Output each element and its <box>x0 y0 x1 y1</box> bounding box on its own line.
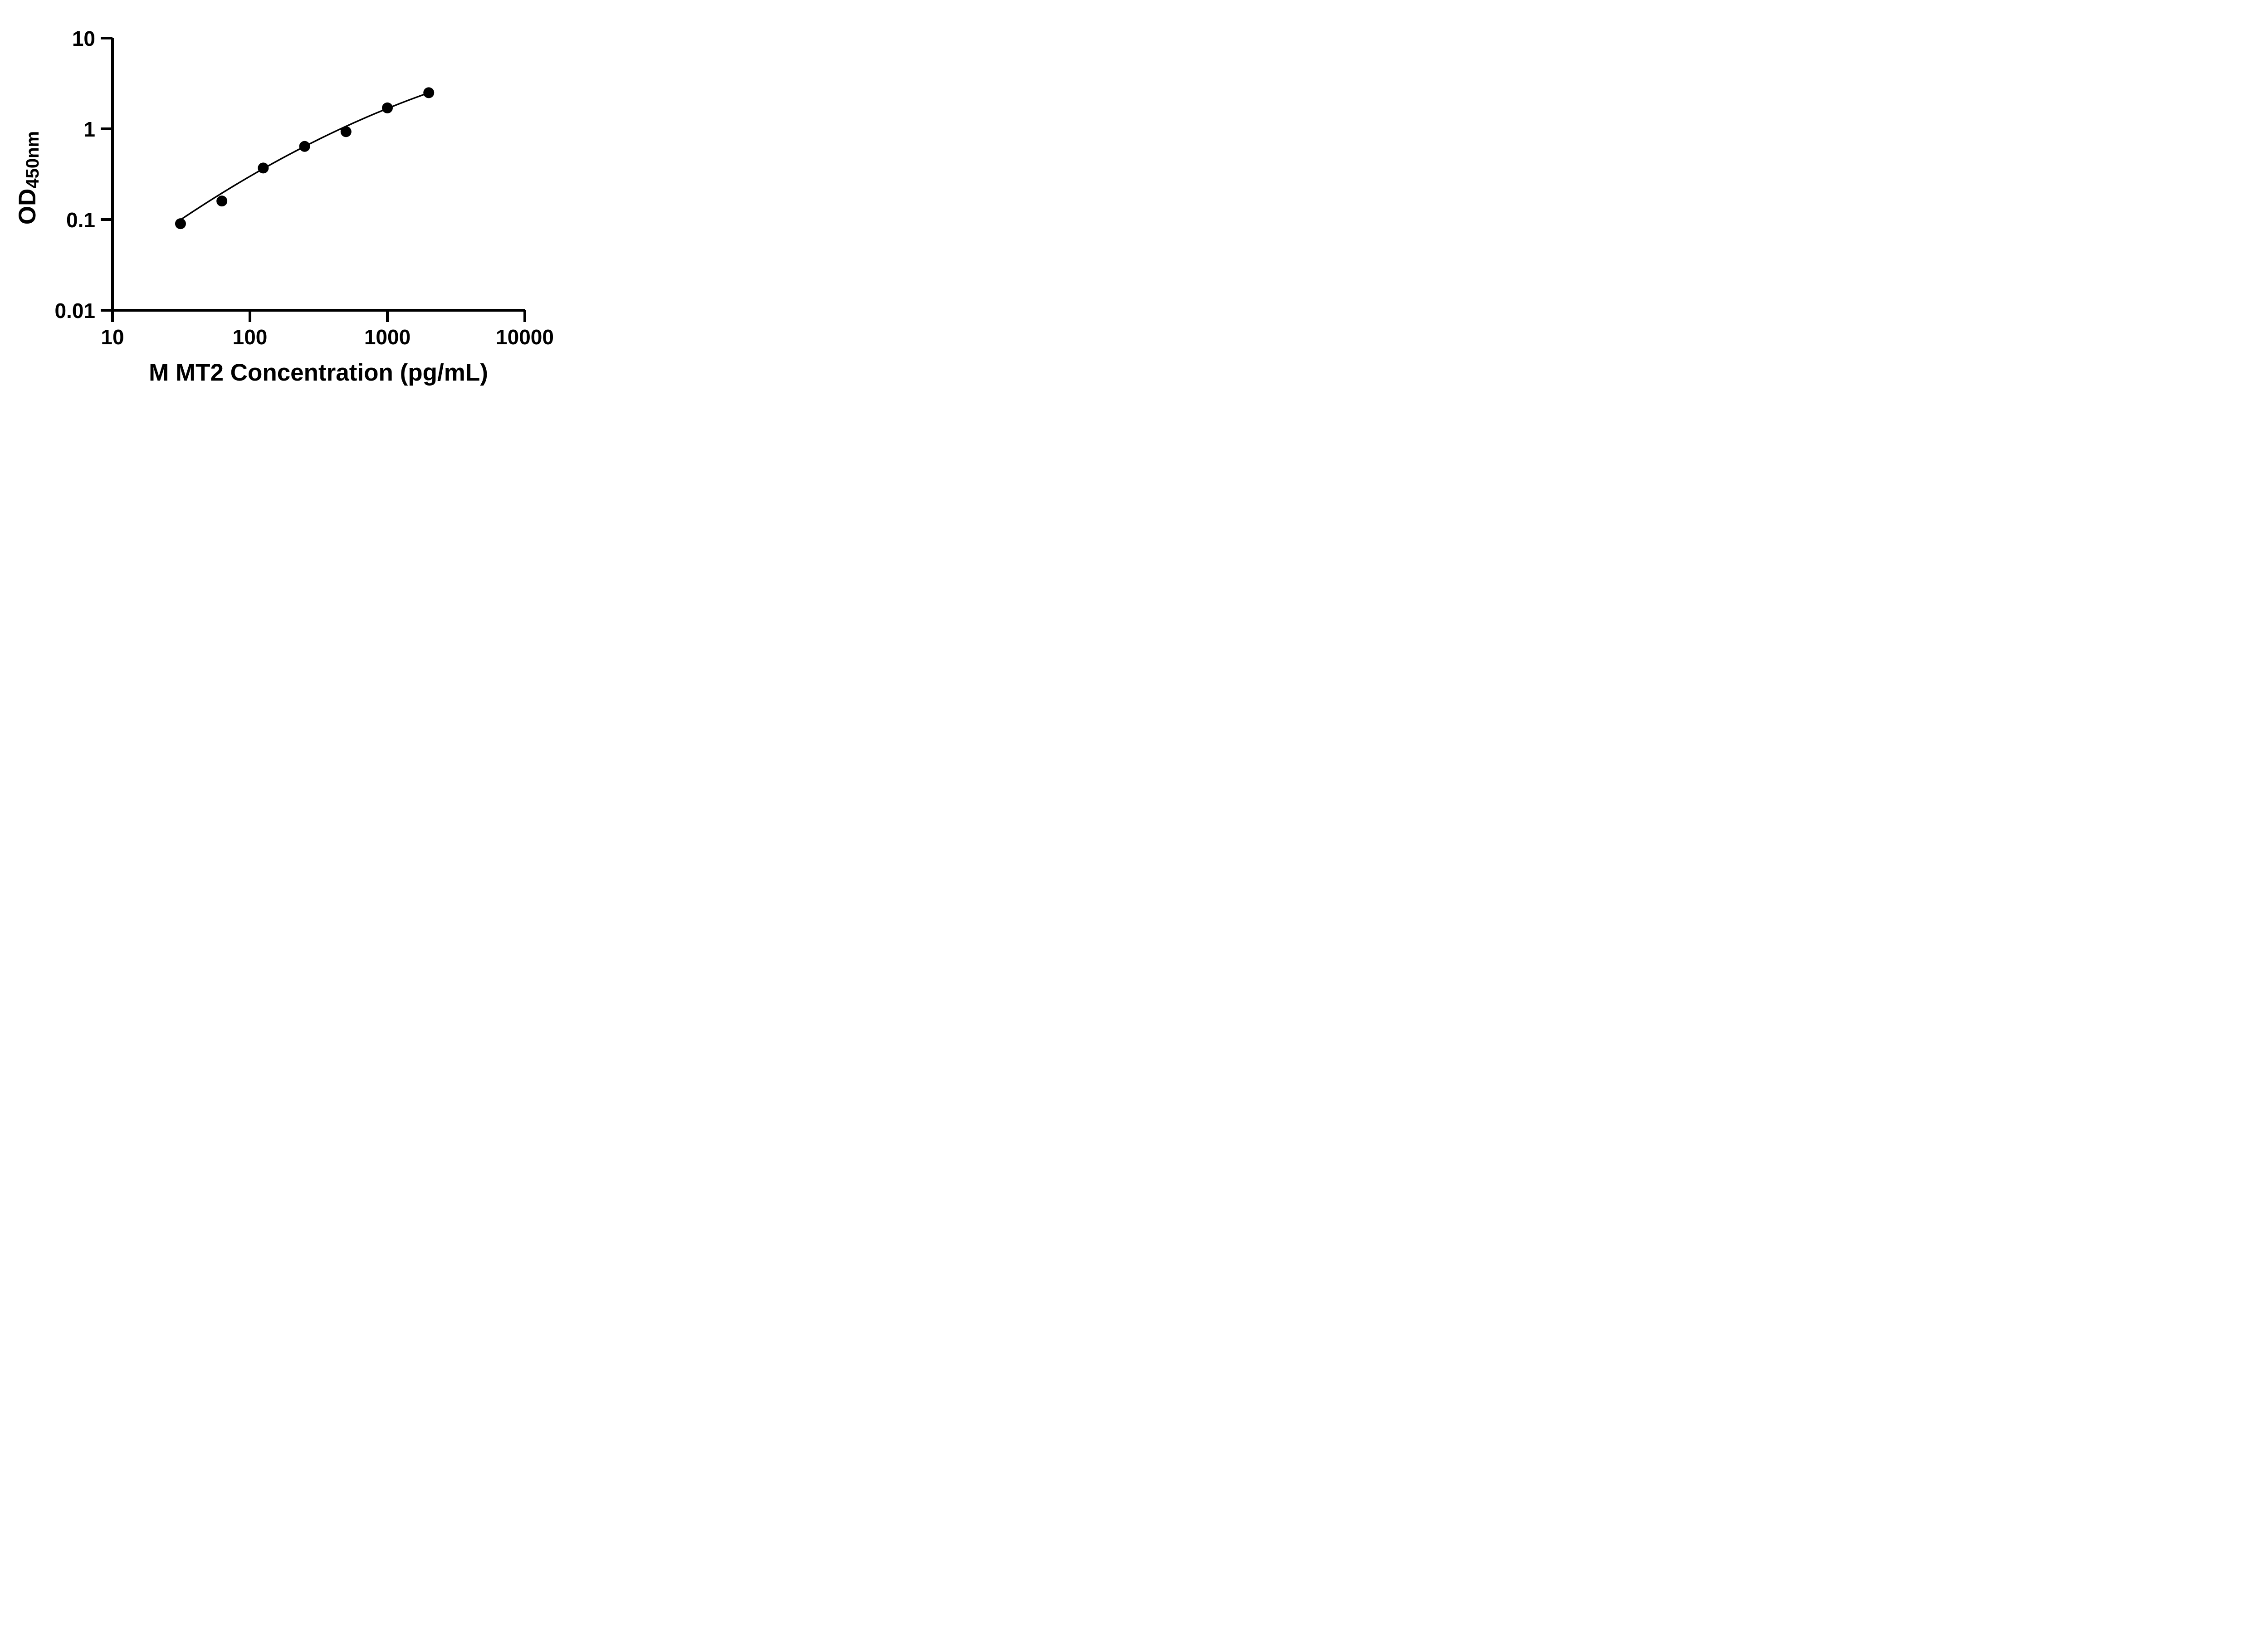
y-tick-label-1: 1 <box>83 117 95 141</box>
x-tick-label-10: 10 <box>101 325 124 349</box>
elisa-standard-curve-figure: 10 100 1000 10000 0.01 0.1 1 10 M MT2 Concentra… <box>0 0 583 408</box>
x-tick-label-10000: 10000 <box>496 325 554 349</box>
y-axis-title: OD450nm <box>14 131 43 225</box>
x-tick-label-100: 100 <box>233 325 268 349</box>
data-point-2 <box>216 196 228 207</box>
y-tick-label-10: 10 <box>72 27 95 50</box>
data-points-layer <box>175 87 435 230</box>
y-tick-label-0.1: 0.1 <box>66 208 95 232</box>
data-point-3 <box>258 162 269 174</box>
axes <box>101 37 526 322</box>
x-tick-label-1000: 1000 <box>364 325 411 349</box>
data-point-5 <box>340 126 352 137</box>
plot-svg: 10 100 1000 10000 0.01 0.1 1 10 M MT2 Concentra… <box>14 27 554 386</box>
data-point-6 <box>382 102 393 113</box>
y-axis-title-subscript: 450nm <box>23 131 43 189</box>
y-tick-label-0.01: 0.01 <box>54 299 95 323</box>
tick-labels: 10 100 1000 10000 0.01 0.1 1 10 <box>54 27 553 349</box>
data-point-1 <box>175 218 186 230</box>
data-point-4 <box>299 141 310 152</box>
x-axis-title: M MT2 Concentration (pg/mL) <box>149 359 488 386</box>
y-axis-title-main: OD <box>14 189 41 225</box>
data-point-7 <box>423 87 435 98</box>
